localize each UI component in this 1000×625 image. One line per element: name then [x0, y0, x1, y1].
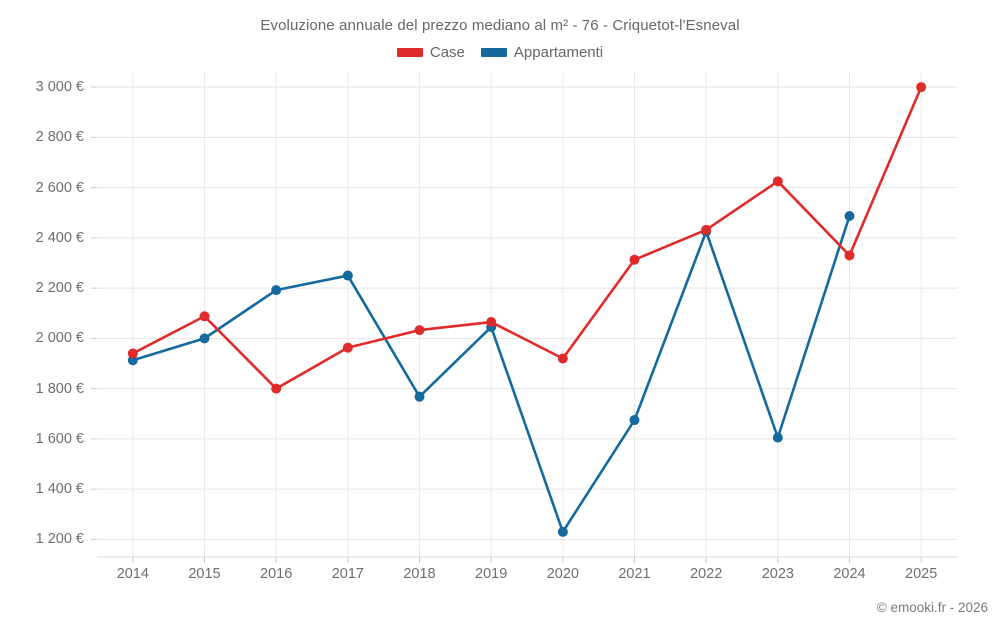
data-point-appartamenti[interactable]: [629, 415, 640, 426]
x-tick-label: 2023: [761, 566, 794, 582]
legend-item-appartamenti[interactable]: Appartamenti: [480, 44, 604, 61]
series-line-case: [131, 85, 923, 390]
x-tick-label: 2022: [690, 566, 723, 582]
y-tick-label: 2 200 €: [35, 280, 84, 297]
legend-item-case[interactable]: Case: [396, 44, 465, 61]
y-tick-label: 2 000 €: [35, 330, 84, 347]
data-point-case[interactable]: [414, 325, 425, 336]
legend-swatch-case: [396, 48, 423, 57]
data-point-case[interactable]: [916, 82, 927, 93]
x-axis: 2014 2015 2016 2017 2018 2019 2020 2021 2022 2023…: [97, 566, 957, 590]
data-point-case[interactable]: [629, 254, 640, 265]
data-point-appartamenti[interactable]: [199, 333, 210, 344]
y-tick-label: 2 600 €: [35, 179, 84, 196]
y-tick-label: 1 200 €: [35, 531, 84, 548]
data-point-case[interactable]: [772, 176, 783, 187]
plot-area: [91, 72, 957, 563]
x-tick-label: 2015: [188, 566, 221, 582]
chart-title: Evoluzione annuale del prezzo mediano al…: [260, 17, 740, 34]
data-point-case[interactable]: [199, 311, 210, 322]
y-tick-label: 1 400 €: [35, 481, 84, 498]
data-point-appartamenti[interactable]: [844, 210, 855, 221]
x-tick-label: 2017: [331, 566, 364, 582]
data-point-case[interactable]: [557, 353, 568, 364]
y-tick-label: 2 400 €: [35, 229, 84, 246]
data-point-case[interactable]: [271, 383, 282, 394]
data-point-case[interactable]: [127, 348, 138, 359]
x-tick-label: 2024: [833, 566, 866, 582]
chart-legend: Case Appartamenti: [0, 44, 1000, 61]
data-point-case[interactable]: [701, 224, 712, 235]
x-tick-label: 2021: [618, 566, 651, 582]
y-tick-label: 1 800 €: [35, 380, 84, 397]
x-tick-label: 2016: [260, 566, 293, 582]
y-tick-label: 2 800 €: [35, 129, 84, 146]
x-tick-label: 2018: [403, 566, 436, 582]
data-point-case[interactable]: [342, 342, 353, 353]
data-point-appartamenti[interactable]: [414, 391, 425, 402]
data-point-appartamenti[interactable]: [271, 285, 282, 296]
x-tick-label: 2020: [546, 566, 579, 582]
credit-text: © emooki.fr - 2026: [876, 600, 988, 615]
x-tick-label: 2019: [475, 566, 508, 582]
data-point-appartamenti[interactable]: [772, 432, 783, 443]
y-axis: 1 200 € 1 400 € 1 600 € 1 800 € 2 000 € 2 200…: [0, 72, 84, 557]
x-tick-label: 2014: [116, 566, 149, 582]
data-point-appartamenti[interactable]: [342, 270, 353, 281]
data-point-case[interactable]: [844, 250, 855, 261]
y-tick-label: 3 000 €: [35, 79, 84, 96]
y-tick-label: 1 600 €: [35, 430, 84, 447]
x-tick-label: 2025: [905, 566, 938, 582]
legend-label-appartamenti: Appartamenti: [513, 44, 604, 61]
plot-svg: [91, 72, 957, 563]
data-point-appartamenti[interactable]: [557, 526, 568, 537]
legend-swatch-appartamenti: [480, 48, 507, 57]
legend-label-case: Case: [429, 44, 465, 61]
data-point-case[interactable]: [486, 317, 497, 328]
